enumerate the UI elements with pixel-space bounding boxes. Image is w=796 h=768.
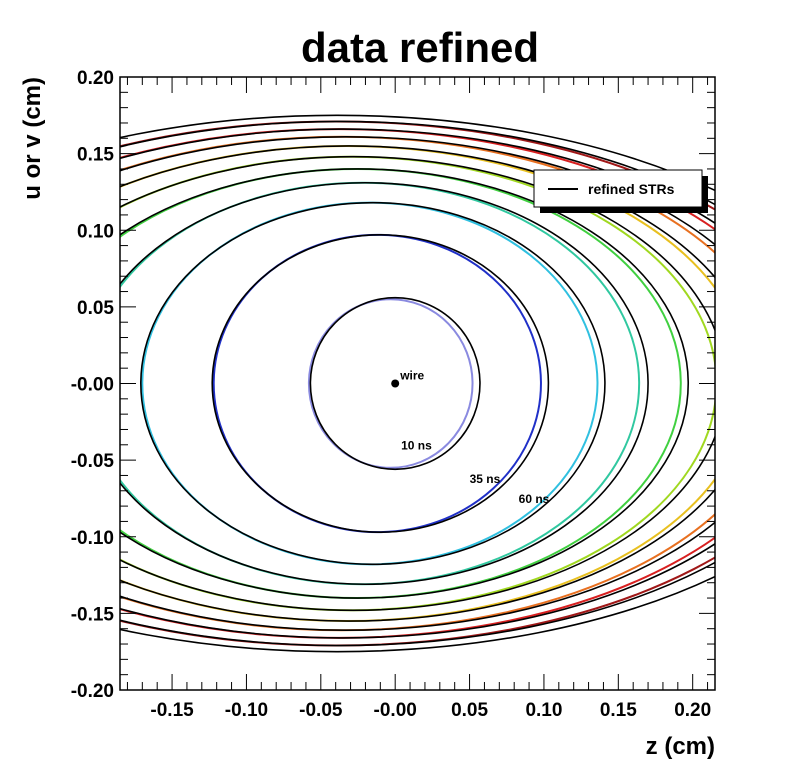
- chart-title: data refined: [301, 24, 539, 71]
- x-tick-label: -0.10: [225, 700, 268, 721]
- series-0-contour-6: [120, 145, 715, 622]
- series-1-contour-0: [307, 298, 474, 469]
- series-0-contour-0: [309, 296, 481, 471]
- y-tick-label: -0.20: [71, 681, 114, 702]
- annotation-2: 60 ns: [519, 492, 550, 506]
- series-0-contour-2: [140, 201, 606, 566]
- wire-label: wire: [399, 369, 424, 383]
- series-0-contour-7: [120, 136, 715, 631]
- y-tick-label: 0.20: [77, 68, 114, 89]
- annotation-layer: 10 ns 35 ns 60 ns: [401, 438, 550, 506]
- x-tick-label: 0.05: [451, 700, 488, 721]
- y-tick-label: 0.15: [77, 145, 114, 166]
- y-axis-label: u or v (cm): [19, 77, 46, 200]
- series-0-contour-8: [120, 128, 715, 639]
- legend-label-refined-strs: refined STRs: [588, 181, 675, 197]
- series-0-contour-4: [120, 168, 689, 599]
- wire-group: wire: [391, 369, 425, 388]
- y-tick-label: -0.15: [71, 604, 115, 625]
- plot-frame: [119, 76, 716, 691]
- x-tick-label: -0.15: [150, 700, 194, 721]
- series-0-contour-10: [120, 114, 715, 653]
- annotation-0: 10 ns: [401, 438, 432, 452]
- y-tick-label: -0.05: [71, 451, 115, 472]
- x-tick-label: -0.05: [299, 700, 343, 721]
- legend: refined STRs: [533, 169, 708, 213]
- y-tick-labels: 0.20 0.15 0.10 0.05 -0.00 -0.05 -0.10 -0.15 -0.2…: [71, 68, 115, 702]
- contour-layer: [120, 114, 715, 653]
- x-tick-label: 0.20: [674, 700, 711, 721]
- x-tick-label: 0.15: [600, 700, 637, 721]
- annotation-1: 35 ns: [470, 472, 501, 486]
- wire-marker: [391, 379, 400, 388]
- y-tick-label: 0.05: [77, 298, 114, 319]
- x-tick-label: 0.10: [525, 700, 562, 721]
- series-0-contour-1: [211, 234, 550, 533]
- x-tick-label: -0.00: [374, 700, 417, 721]
- x-tick-labels: -0.15 -0.10 -0.05 -0.00 0.05 0.10 0.15 0.20: [150, 700, 711, 721]
- series-0-contour-3: [120, 182, 649, 585]
- series-0-contour-5: [120, 155, 715, 612]
- y-tick-label: -0.10: [71, 528, 114, 549]
- x-axis-label: z (cm): [646, 733, 715, 760]
- y-tick-label: 0.10: [77, 221, 114, 242]
- y-tick-label: -0.00: [71, 375, 114, 396]
- series-0-contour-9: [120, 120, 715, 647]
